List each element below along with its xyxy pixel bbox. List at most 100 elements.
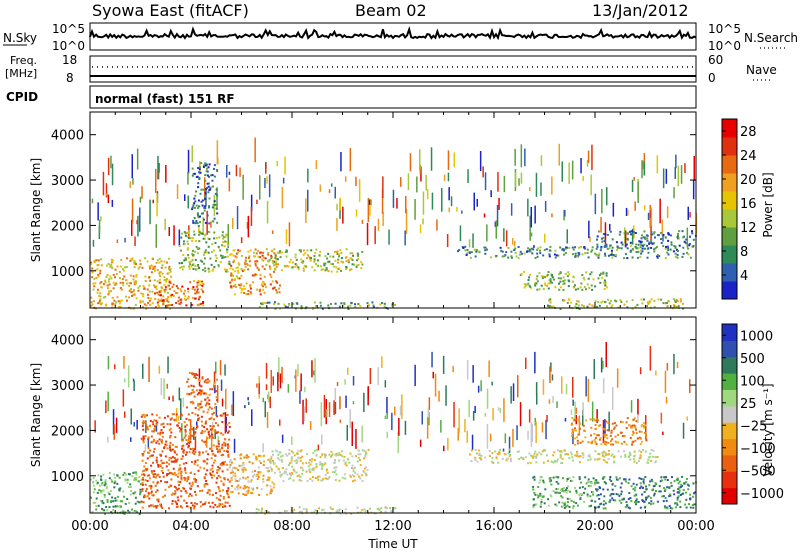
range-gate-cell (103, 496, 106, 498)
range-gate-cell (208, 406, 211, 409)
streak-cell (187, 195, 189, 209)
streak-cell (105, 183, 108, 198)
streak-cell (484, 172, 487, 191)
streak-cell (102, 171, 105, 196)
range-gate-cell (193, 172, 196, 175)
range-gate-cell (95, 276, 98, 279)
range-gate-cell (189, 487, 192, 490)
range-gate-cell (687, 247, 690, 250)
range-gate-cell (608, 302, 611, 305)
range-gate-cell (197, 419, 199, 421)
range-gate-cell (96, 291, 99, 294)
range-gate-cell (657, 234, 660, 237)
range-gate-cell (258, 454, 260, 457)
range-gate-cell (578, 478, 581, 481)
range-gate-cell (314, 509, 317, 512)
range-gate-cell (355, 266, 358, 269)
range-gate-cell (183, 231, 186, 233)
range-gate-cell (645, 488, 648, 491)
range-gate-cell (211, 436, 214, 439)
streak-cell (107, 391, 109, 412)
range-gate-cell (223, 268, 226, 271)
range-gate-cell (672, 298, 675, 301)
range-gate-cell (206, 401, 209, 404)
range-gate-cell (157, 500, 160, 503)
streak-cell (596, 409, 598, 423)
range-gate-cell (142, 420, 145, 422)
range-gate-cell (99, 295, 102, 298)
range-gate-cell (149, 455, 151, 458)
range-gate-cell (324, 477, 327, 480)
range-gate-cell (363, 449, 366, 452)
range-gate-cell (597, 452, 600, 455)
streak-cell (568, 162, 570, 184)
range-gate-cell (324, 269, 327, 272)
range-gate-cell (140, 292, 143, 295)
range-gate-cell (215, 396, 218, 399)
range-gate-cell (544, 488, 547, 491)
range-gate-cell (524, 284, 527, 287)
range-gate-cell (196, 291, 199, 294)
range-gate-cell (574, 284, 576, 287)
range-gate-cell (559, 455, 562, 458)
range-gate-cell (620, 300, 623, 303)
range-gate-cell (291, 472, 294, 475)
range-gate-cell (219, 260, 222, 263)
streak-cell (311, 360, 313, 378)
range-gate-cell (193, 448, 196, 451)
range-gate-cell (591, 304, 594, 307)
range-gate-cell (155, 261, 158, 264)
range-gate-cell (107, 280, 110, 283)
range-gate-cell (641, 302, 644, 305)
streak-cell (571, 160, 574, 180)
range-gate-cell (305, 462, 308, 465)
range-gate-cell (156, 259, 159, 262)
range-gate-cell (208, 380, 211, 383)
range-gate-cell (203, 262, 206, 265)
range-gate-cell (615, 441, 618, 444)
range-gate-cell (596, 488, 599, 491)
streak-cell (105, 400, 107, 414)
range-gate-cell (595, 479, 598, 482)
range-gate-cell (186, 247, 189, 250)
range-gate-cell (192, 204, 195, 207)
range-gate-cell (595, 488, 598, 491)
range-gate-cell (666, 301, 668, 304)
range-gate-cell (190, 485, 193, 488)
range-gate-cell (664, 257, 667, 260)
range-gate-cell (271, 450, 274, 453)
range-gate-cell (209, 472, 212, 475)
range-gate-cell (274, 471, 276, 474)
range-gate-cell (215, 257, 218, 260)
streak-cell (659, 198, 661, 224)
range-gate-cell (235, 286, 237, 288)
range-gate-cell (598, 486, 601, 489)
range-gate-cell (194, 490, 197, 493)
range-gate-cell (596, 243, 599, 246)
range-gate-cell (135, 281, 138, 283)
streak-cell (163, 378, 165, 399)
streak-cell (680, 165, 683, 184)
range-gate-cell (594, 450, 597, 453)
range-gate-cell (218, 448, 221, 451)
streak-cell (386, 431, 388, 439)
range-gate-cell (681, 484, 683, 487)
streak-cell (405, 209, 408, 234)
range-gate-cell (227, 489, 230, 492)
streak-cell (425, 174, 427, 191)
range-gate-cell (158, 281, 161, 284)
streak-cell (266, 411, 269, 428)
range-gate-cell (630, 233, 633, 236)
range-gate-cell (195, 373, 198, 376)
range-gate-cell (143, 303, 146, 306)
range-gate-cell (540, 275, 543, 278)
streak-cell (558, 143, 560, 166)
range-gate-cell (312, 308, 315, 310)
range-gate-cell (683, 240, 686, 243)
range-gate-cell (574, 443, 576, 446)
range-gate-cell (194, 428, 197, 430)
range-gate-cell (267, 260, 270, 263)
range-gate-cell (230, 280, 233, 283)
range-gate-cell (194, 250, 196, 253)
range-gate-cell (186, 392, 189, 395)
